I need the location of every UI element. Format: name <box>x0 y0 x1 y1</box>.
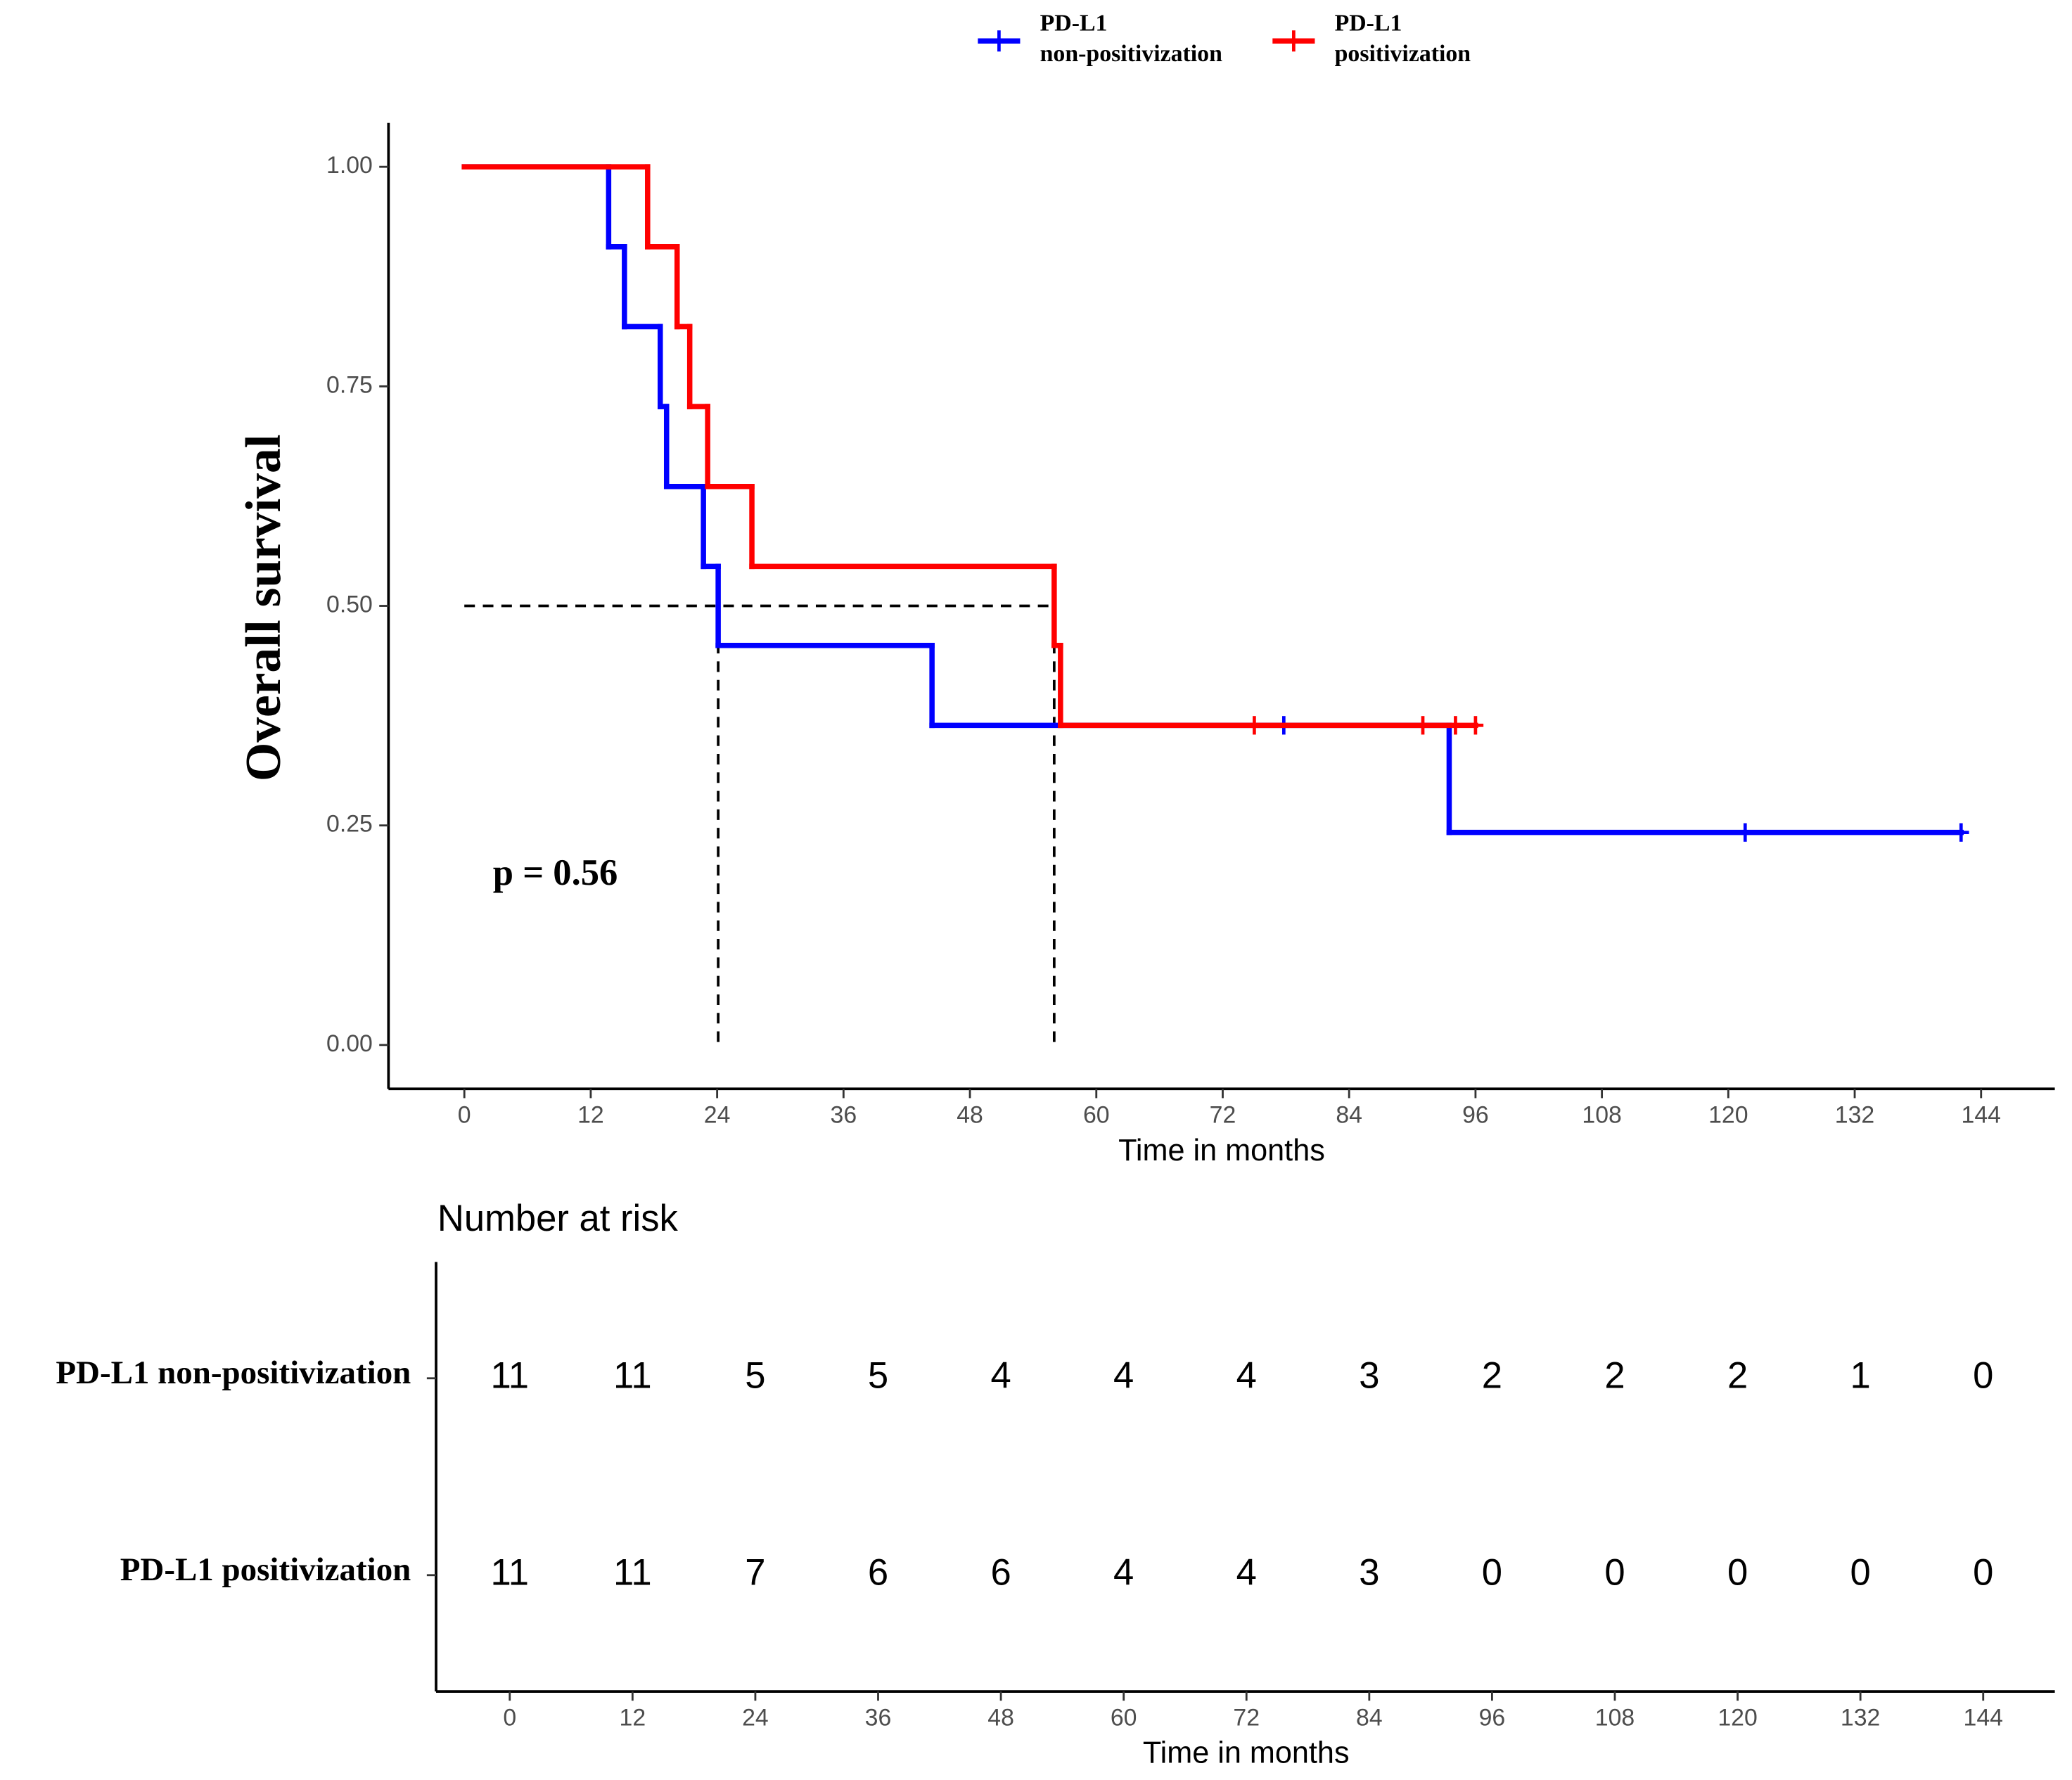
risk-count: 5 <box>868 1355 888 1397</box>
x-tick-label: 108 <box>1582 1102 1621 1129</box>
x-tick-label: 0 <box>458 1102 471 1129</box>
risk-count: 11 <box>613 1355 652 1397</box>
risk-count: 4 <box>1236 1552 1257 1594</box>
x-tick-label: 144 <box>1962 1102 2001 1129</box>
x-tick-label: 0 <box>503 1705 516 1731</box>
legend-line: non-positivization <box>1040 41 1222 67</box>
risk-count: 6 <box>868 1552 888 1594</box>
x-tick-label: 144 <box>1964 1705 2003 1731</box>
risk-count: 6 <box>990 1552 1011 1594</box>
y-axis-title: Overall survival <box>236 435 291 782</box>
row-label: PD-L1 positivization <box>120 1551 411 1588</box>
legend-line: PD-L1 <box>1335 10 1402 36</box>
risk-count: 11 <box>490 1552 529 1594</box>
y-tick-label: 0.50 <box>326 591 373 617</box>
y-tick-label: 0.25 <box>326 811 373 838</box>
x-axis-title: Time in months <box>1118 1134 1325 1167</box>
y-tick-label: 1.00 <box>326 152 373 179</box>
x-tick-label: 24 <box>742 1705 769 1731</box>
x-tick-label: 132 <box>1841 1705 1880 1731</box>
x-tick-label: 72 <box>1233 1705 1260 1731</box>
risk-count: 0 <box>1482 1552 1502 1594</box>
x-tick-label: 72 <box>1210 1102 1236 1129</box>
x-tick-label: 48 <box>957 1102 983 1129</box>
x-tick-label: 48 <box>987 1705 1014 1731</box>
risk-title: Number at risk <box>437 1198 679 1239</box>
risk-count: 11 <box>613 1552 652 1594</box>
x-tick-label: 60 <box>1111 1705 1137 1731</box>
x-tick-label: 132 <box>1835 1102 1874 1129</box>
y-tick-label: 0.75 <box>326 371 373 398</box>
x-tick-label: 96 <box>1479 1705 1506 1731</box>
risk-count: 5 <box>745 1355 765 1397</box>
x-tick-label: 120 <box>1718 1705 1757 1731</box>
legend-label: PD-L1 non-positivization <box>1040 10 1222 66</box>
row-label: PD-L1 non-positivization <box>56 1355 411 1391</box>
x-tick-label: 36 <box>865 1705 892 1731</box>
x-tick-label: 120 <box>1708 1102 1748 1129</box>
x-tick-label: 96 <box>1462 1102 1489 1129</box>
risk-count: 0 <box>1973 1552 1993 1594</box>
x-tick-label: 60 <box>1083 1102 1110 1129</box>
p-value: p = 0.56 <box>493 852 618 893</box>
legend-line: positivization <box>1335 41 1471 67</box>
risk-count: 3 <box>1359 1552 1379 1594</box>
risk-count: 2 <box>1482 1355 1502 1397</box>
risk-count: 3 <box>1359 1355 1379 1397</box>
legend-line: PD-L1 <box>1040 10 1108 36</box>
risk-count: 4 <box>1113 1355 1134 1397</box>
risk-count: 0 <box>1727 1552 1748 1594</box>
risk-count: 7 <box>745 1552 765 1594</box>
x-tick-label: 12 <box>620 1705 646 1731</box>
x-tick-label: 12 <box>577 1102 604 1129</box>
risk-count: 4 <box>1113 1552 1134 1594</box>
risk-count: 0 <box>1973 1355 1993 1397</box>
y-tick-label: 0.00 <box>326 1030 373 1057</box>
x-tick-label: 108 <box>1595 1705 1635 1731</box>
risk-count: 2 <box>1727 1355 1748 1397</box>
x-tick-label: 84 <box>1336 1102 1362 1129</box>
x-axis-title: Time in months <box>1143 1736 1350 1770</box>
risk-count: 1 <box>1850 1355 1871 1397</box>
x-tick-label: 36 <box>831 1102 857 1129</box>
risk-count: 4 <box>990 1355 1011 1397</box>
x-tick-label: 24 <box>704 1102 731 1129</box>
risk-count: 11 <box>490 1355 529 1397</box>
risk-count: 2 <box>1604 1355 1625 1397</box>
legend-label: PD-L1 positivization <box>1335 10 1471 66</box>
risk-count: 0 <box>1850 1552 1871 1594</box>
x-tick-label: 84 <box>1356 1705 1383 1731</box>
risk-count: 4 <box>1236 1355 1257 1397</box>
risk-count: 0 <box>1604 1552 1625 1594</box>
